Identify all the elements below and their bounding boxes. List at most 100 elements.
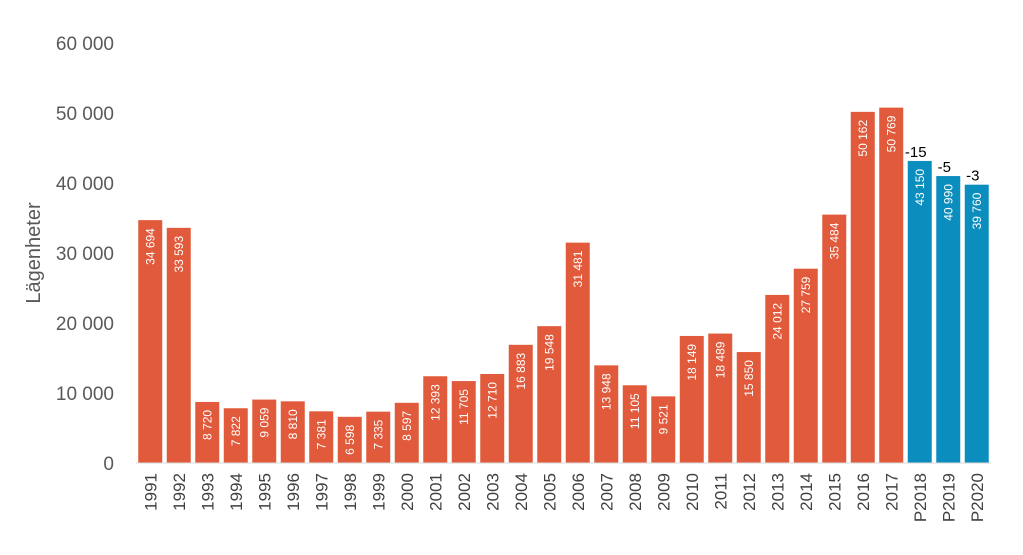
bar-2009	[651, 396, 676, 463]
data-label-2001: 12 393	[428, 384, 442, 421]
data-label-2011: 18 489	[713, 341, 727, 378]
bar-2001	[423, 376, 448, 463]
x-tick-label-2008: 2008	[626, 473, 645, 511]
x-tick-label-P2020: P2020	[968, 473, 987, 522]
y-tick-label: 10 000	[56, 384, 114, 405]
bar-1999	[366, 411, 391, 463]
x-tick-label-1998: 1998	[341, 473, 360, 511]
bar-2010	[679, 335, 704, 463]
x-tick-label-2001: 2001	[426, 473, 445, 511]
data-label-2008: 11 105	[628, 393, 642, 429]
x-tick-label-2004: 2004	[512, 473, 531, 511]
x-tick-label-2015: 2015	[825, 473, 844, 511]
bar-2017	[879, 107, 904, 463]
data-label-1994: 7 822	[229, 416, 243, 446]
data-label-P2020: 39 760	[970, 192, 984, 229]
bar-2002	[451, 381, 476, 463]
data-label-1991: 34 694	[143, 228, 157, 265]
data-label-2005: 19 548	[542, 334, 556, 371]
annotation-P2019: -5	[938, 159, 951, 176]
data-label-1995: 9 059	[257, 407, 271, 437]
data-label-2013: 24 012	[770, 303, 784, 340]
data-label-2015: 35 484	[827, 222, 841, 259]
data-label-P2019: 40 990	[941, 184, 955, 221]
bar-2015	[822, 214, 847, 463]
y-tick-label: 20 000	[56, 314, 114, 335]
bar-2003	[480, 374, 505, 463]
data-label-2003: 12 710	[485, 382, 499, 419]
data-label-2004: 16 883	[514, 352, 528, 389]
bar-1992	[166, 227, 191, 463]
x-tick-label-1993: 1993	[198, 473, 217, 511]
y-tick-label: 0	[103, 454, 114, 475]
x-tick-label-2011: 2011	[711, 473, 730, 510]
bar-1995	[252, 399, 277, 463]
x-tick-label-2014: 2014	[797, 473, 816, 511]
data-label-2017: 50 769	[884, 115, 898, 152]
x-tick-label-1995: 1995	[255, 473, 274, 511]
bar-2000	[394, 402, 419, 463]
x-tick-label-1999: 1999	[369, 473, 388, 511]
bar-P2020	[964, 184, 989, 463]
x-tick-label-1991: 1991	[141, 473, 160, 511]
bar-P2019	[936, 176, 961, 463]
y-axis-ticks: 0 10 000 20 000 30 000 40 000 50 000 60 000	[56, 34, 114, 475]
x-tick-label-2009: 2009	[654, 473, 673, 511]
data-label-2012: 15 850	[742, 360, 756, 397]
data-label-1996: 8 810	[286, 409, 300, 439]
x-tick-label-P2019: P2019	[939, 473, 958, 522]
bar-1998	[337, 416, 362, 463]
data-label-P2018: 43 150	[913, 169, 927, 206]
data-label-1999: 7 335	[371, 419, 385, 449]
data-label-2009: 9 521	[656, 404, 670, 434]
x-tick-label-2013: 2013	[768, 473, 787, 511]
x-tick-label-2010: 2010	[683, 473, 702, 511]
y-axis-label-group: Lägenheter	[23, 202, 45, 304]
y-tick-label: 60 000	[56, 34, 114, 55]
bar-2011	[708, 333, 733, 463]
y-axis-label: Lägenheter	[23, 202, 45, 304]
data-label-2016: 50 162	[856, 120, 870, 157]
bar-2007	[594, 365, 619, 463]
annotation-P2020: -3	[966, 168, 979, 185]
data-label-2006: 31 481	[571, 250, 585, 287]
x-tick-label-2000: 2000	[398, 473, 417, 511]
data-label-1992: 33 593	[172, 236, 186, 273]
x-tick-label-1994: 1994	[227, 473, 246, 511]
data-label-2007: 13 948	[599, 373, 613, 410]
bar-2005	[537, 326, 562, 463]
data-label-2002: 11 705	[457, 389, 471, 425]
bar-P2018	[907, 160, 932, 463]
x-tick-label-2002: 2002	[455, 473, 474, 511]
x-tick-label-P2018: P2018	[911, 473, 930, 522]
x-axis-ticks: 1991 1992 1993 1994 1995 1996 1997 1998 1999 2000…	[141, 473, 987, 522]
data-label-1998: 6 598	[343, 424, 357, 454]
y-tick-label: 30 000	[56, 244, 114, 265]
bar-2013	[765, 294, 790, 463]
bar-2014	[793, 268, 818, 463]
bars: 34 694 33 593 8 720 7 822 9 059 8 810 7 381 6 5…	[138, 107, 989, 463]
x-tick-label-2005: 2005	[540, 473, 559, 511]
annotation-P2018: -15	[905, 144, 927, 161]
x-tick-label-2017: 2017	[882, 473, 901, 511]
bar-2004	[508, 344, 533, 463]
bar-1994	[223, 408, 248, 463]
bar-2016	[850, 111, 875, 463]
data-label-2014: 27 759	[799, 276, 813, 313]
x-tick-label-2012: 2012	[740, 473, 759, 511]
x-tick-label-2006: 2006	[569, 473, 588, 511]
data-label-2000: 8 597	[400, 410, 414, 440]
y-tick-label: 50 000	[56, 104, 114, 125]
data-label-2010: 18 149	[685, 344, 699, 381]
data-label-1993: 8 720	[200, 410, 214, 440]
bar-1997	[309, 411, 334, 463]
bar-1996	[280, 401, 305, 463]
x-tick-label-1996: 1996	[284, 473, 303, 511]
x-tick-label-2007: 2007	[597, 473, 616, 511]
bar-1993	[195, 401, 220, 463]
y-tick-label: 40 000	[56, 174, 114, 195]
x-tick-label-1992: 1992	[170, 473, 189, 511]
bar-2012	[736, 352, 761, 463]
x-tick-label-2003: 2003	[483, 473, 502, 511]
